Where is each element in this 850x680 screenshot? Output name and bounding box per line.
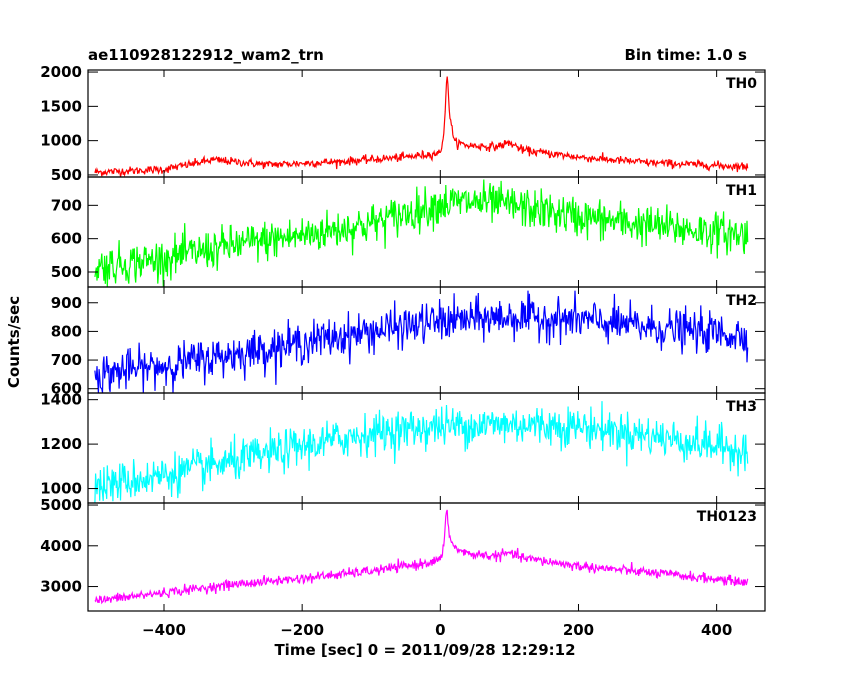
y-tick-label-th0: 500 [51, 166, 82, 184]
y-axis-label: Counts/sec [5, 296, 23, 388]
series-line-th2 [94, 290, 749, 394]
y-tick-label-th2: 800 [51, 322, 82, 340]
y-tick-label-th3: 1400 [40, 391, 82, 409]
chart-title: ae110928122912_wam2_trn [88, 46, 324, 64]
y-tick-label-th1: 700 [51, 196, 82, 214]
panel-frame-th3 [87, 392, 766, 504]
panel-label-th0: TH0 [726, 76, 757, 92]
y-tick-label-th1: 600 [51, 230, 82, 248]
panel-label-th1: TH1 [726, 183, 757, 199]
x-tick-label: 0 [435, 621, 445, 639]
y-tick-label-th1: 500 [51, 263, 82, 281]
y-tick-label-th3: 1200 [40, 435, 82, 453]
series-line-th1 [94, 179, 749, 288]
y-tick-label-th0123: 5000 [40, 496, 82, 514]
y-tick-label-th2: 900 [51, 294, 82, 312]
panel-label-th0123: TH0123 [697, 509, 757, 525]
series-line-th0 [94, 76, 749, 178]
panel-label-th3: TH3 [726, 399, 757, 415]
bin-time-label: Bin time: 1.0 s [624, 46, 747, 64]
series-line-th3 [94, 401, 749, 504]
panel-frame-th0123 [87, 502, 766, 612]
y-tick-label-th0: 1000 [40, 132, 82, 150]
y-tick-label-th0: 2000 [40, 63, 82, 81]
y-tick-label-th2: 600 [51, 380, 82, 398]
panel-label-th2: TH2 [726, 293, 757, 309]
y-tick-label-th0: 1500 [40, 97, 82, 115]
series-line-th0123 [94, 509, 749, 605]
x-tick-label: −200 [280, 621, 324, 639]
panels-group: 500100015002000TH0500600700TH16007008009… [40, 63, 766, 639]
x-tick-label: 200 [563, 621, 594, 639]
y-tick-label-th0123: 4000 [40, 537, 82, 555]
x-tick-label: 400 [701, 621, 732, 639]
x-tick-label: −400 [142, 621, 186, 639]
y-tick-label-th0123: 3000 [40, 578, 82, 596]
x-axis-label: Time [sec] 0 = 2011/09/28 12:29:12 [274, 641, 575, 659]
y-tick-label-th2: 700 [51, 351, 82, 369]
y-tick-label-th3: 1000 [40, 480, 82, 498]
